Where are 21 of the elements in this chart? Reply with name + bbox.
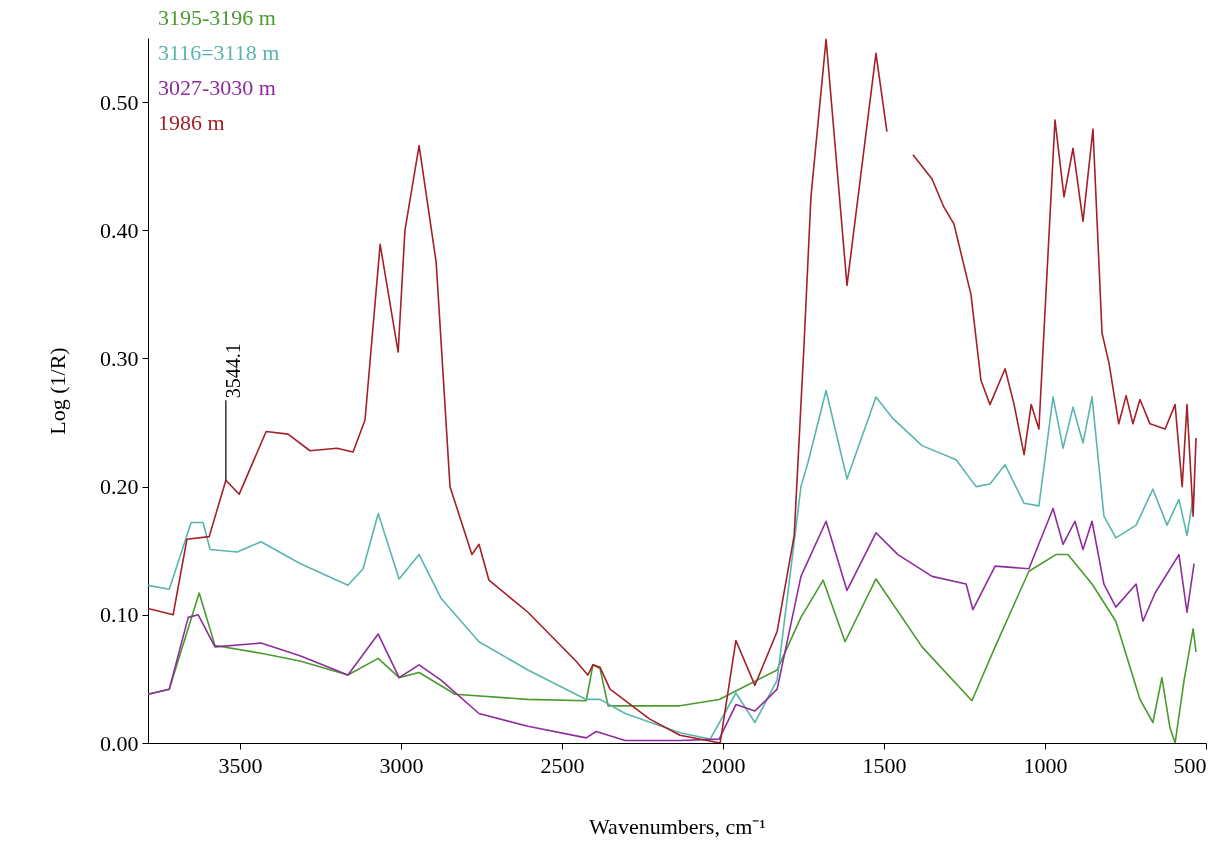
text: 3195-3196 m bbox=[158, 5, 276, 30]
x-tick-label: 2000 bbox=[701, 752, 746, 778]
x-tick-label: 1500 bbox=[862, 752, 907, 778]
x-tick-label: 3500 bbox=[218, 752, 263, 778]
text: 1986 m bbox=[158, 110, 225, 135]
annotation: 3544.1 bbox=[221, 343, 244, 399]
y-tick-label: 0.00 bbox=[100, 730, 139, 756]
x-tick-label: 2500 bbox=[540, 752, 585, 778]
y-tick-label: 0.10 bbox=[100, 602, 139, 628]
line-series bbox=[148, 507, 1195, 742]
x-tick-label: 3000 bbox=[379, 752, 424, 778]
x-axis-title: Wavenumbers, cm⁻¹ bbox=[589, 813, 766, 839]
text: 3116=3118 m bbox=[158, 40, 280, 65]
y-tick-label: 0.50 bbox=[100, 89, 139, 115]
text: 3027-3030 m bbox=[158, 75, 276, 100]
y-tick-label: 0.40 bbox=[100, 217, 139, 243]
y-tick-label: 0.20 bbox=[100, 474, 139, 500]
x-tick-label: 500 bbox=[1173, 752, 1207, 778]
y-axis-title: Log (1/R) bbox=[45, 347, 70, 435]
x-tick-label: 1000 bbox=[1023, 752, 1068, 778]
y-tick-label: 0.30 bbox=[100, 345, 139, 371]
